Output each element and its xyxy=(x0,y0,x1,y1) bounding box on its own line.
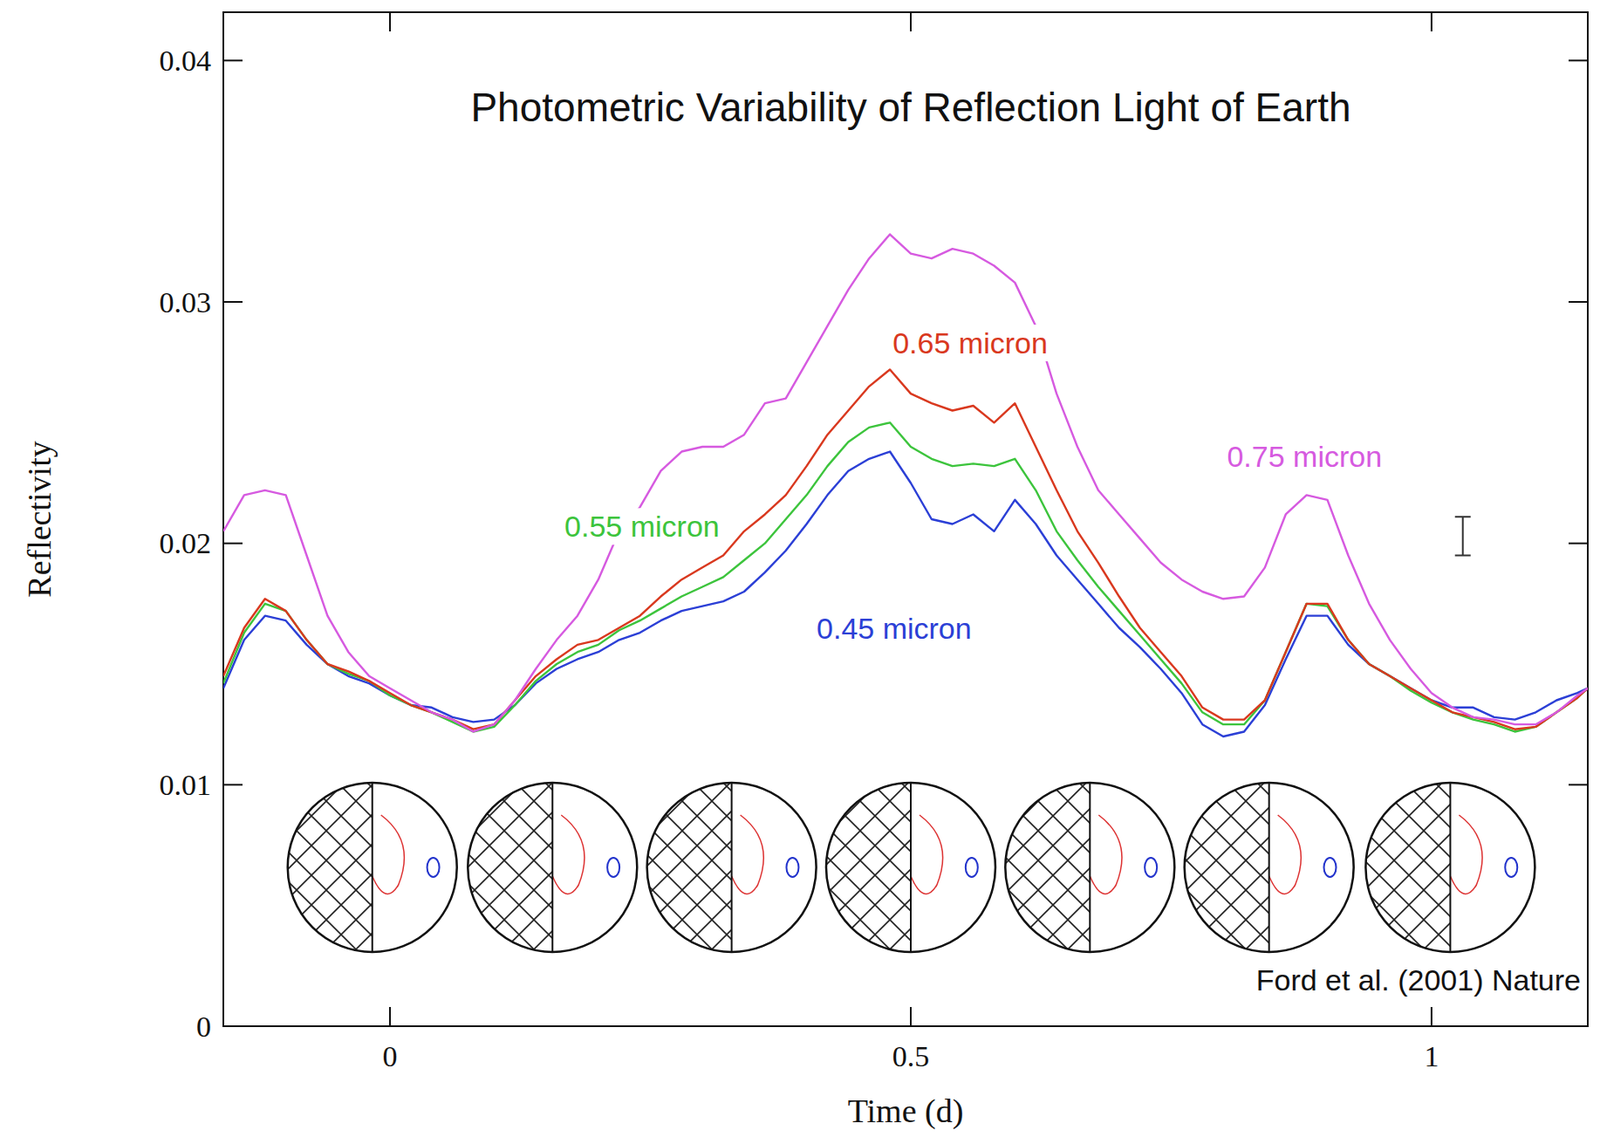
chart: 0 0.01 0.02 0.03 0.04 0 0.5 1 Time (d) Reflectivi… xyxy=(0,0,1600,1144)
globe-glint xyxy=(1504,857,1518,877)
globe-disc xyxy=(1184,782,1354,952)
globe xyxy=(826,782,996,952)
globe-disc xyxy=(1005,782,1175,952)
globe-coast xyxy=(1089,814,1122,894)
globe-rim xyxy=(1365,782,1535,952)
series-label: 0.65 micron xyxy=(892,326,1048,360)
globe-glint xyxy=(607,857,620,877)
y-tick xyxy=(223,59,243,62)
y-axis-title: Reflectivity xyxy=(20,440,58,597)
plot-frame xyxy=(223,12,1588,1026)
y-tick-label: 0 xyxy=(196,1010,212,1043)
globe-coast xyxy=(372,814,405,894)
globe-night xyxy=(287,782,373,952)
globe-night xyxy=(826,782,911,952)
globe-rim xyxy=(287,782,458,952)
globe-coast xyxy=(910,814,944,894)
globe-terminator xyxy=(731,782,733,952)
globe-glint xyxy=(427,857,440,877)
globe-glint xyxy=(1324,857,1337,877)
label-patch xyxy=(813,609,976,647)
series-label: 0.75 micron xyxy=(1226,439,1382,473)
x-tick-label: 0 xyxy=(382,1039,398,1073)
globe-rim xyxy=(467,782,637,952)
x-axis-title: Time (d) xyxy=(847,1092,965,1130)
x-tick xyxy=(1430,12,1433,32)
globe xyxy=(1005,782,1175,952)
label-patch xyxy=(1223,437,1386,475)
x-tick xyxy=(909,12,912,32)
globe-glint xyxy=(965,857,978,877)
globe-glint xyxy=(786,857,799,877)
error-bar xyxy=(1455,516,1471,555)
globe xyxy=(647,782,817,952)
y-tick xyxy=(1568,542,1588,545)
globe-disc xyxy=(467,782,637,952)
series-line xyxy=(223,422,1588,732)
globe-rim xyxy=(826,782,996,952)
globes xyxy=(287,782,1536,952)
globe-night xyxy=(1005,782,1090,952)
globe-night xyxy=(647,782,732,952)
y-tick-label: 0.02 xyxy=(159,526,212,560)
globe-disc xyxy=(287,782,458,952)
chart-title: Photometric Variability of Reflection Li… xyxy=(470,84,1351,130)
x-tick xyxy=(1430,1006,1433,1026)
series-label: 0.45 micron xyxy=(816,611,972,645)
globe-terminator xyxy=(1268,782,1271,952)
y-tick xyxy=(1568,783,1588,786)
y-tick-label: 0.03 xyxy=(159,286,212,319)
globe-terminator xyxy=(551,782,554,952)
globe-disc xyxy=(1365,782,1535,952)
globe-coast xyxy=(1449,814,1483,894)
globe-night xyxy=(467,782,553,952)
series-line xyxy=(223,451,1588,737)
globe-terminator xyxy=(909,782,912,952)
globe-disc xyxy=(826,782,996,952)
y-tick xyxy=(1568,59,1588,62)
globe-terminator xyxy=(1088,782,1091,952)
series-label: 0.55 micron xyxy=(564,509,720,543)
globe-rim xyxy=(647,782,817,952)
y-tick xyxy=(223,542,243,545)
globe-rim xyxy=(1184,782,1354,952)
globe xyxy=(467,782,637,952)
x-tick xyxy=(909,1006,912,1026)
y-tick xyxy=(223,1025,243,1027)
globe-night xyxy=(1184,782,1270,952)
globe-terminator xyxy=(371,782,374,952)
globe-coast xyxy=(552,814,585,894)
series-line xyxy=(223,234,1588,732)
series-line xyxy=(223,369,1588,729)
y-tick-label: 0.04 xyxy=(159,44,212,77)
globe-terminator xyxy=(1449,782,1451,952)
label-patch xyxy=(1252,961,1585,999)
y-tick-label: 0.01 xyxy=(159,768,212,801)
globe xyxy=(1365,782,1535,952)
y-tick xyxy=(1568,1025,1588,1027)
label-patch xyxy=(888,324,1052,362)
marks xyxy=(223,234,1588,737)
globe xyxy=(1184,782,1354,952)
annotation: Ford et al. (2001) Nature xyxy=(1256,963,1581,997)
label-patch xyxy=(560,507,724,545)
globe-coast xyxy=(731,814,765,894)
x-tick-label: 1 xyxy=(1423,1039,1439,1073)
globe-rim xyxy=(1005,782,1175,952)
globe-glint xyxy=(1144,857,1157,877)
x-tick xyxy=(389,1006,391,1026)
y-tick xyxy=(223,300,243,303)
x-tick xyxy=(389,12,391,32)
x-tick-label: 0.5 xyxy=(892,1039,930,1073)
y-tick xyxy=(1568,300,1588,303)
y-tick xyxy=(223,783,243,786)
globe-coast xyxy=(1269,814,1302,894)
globe-night xyxy=(1365,782,1450,952)
globe-disc xyxy=(647,782,817,952)
globe xyxy=(287,782,458,952)
